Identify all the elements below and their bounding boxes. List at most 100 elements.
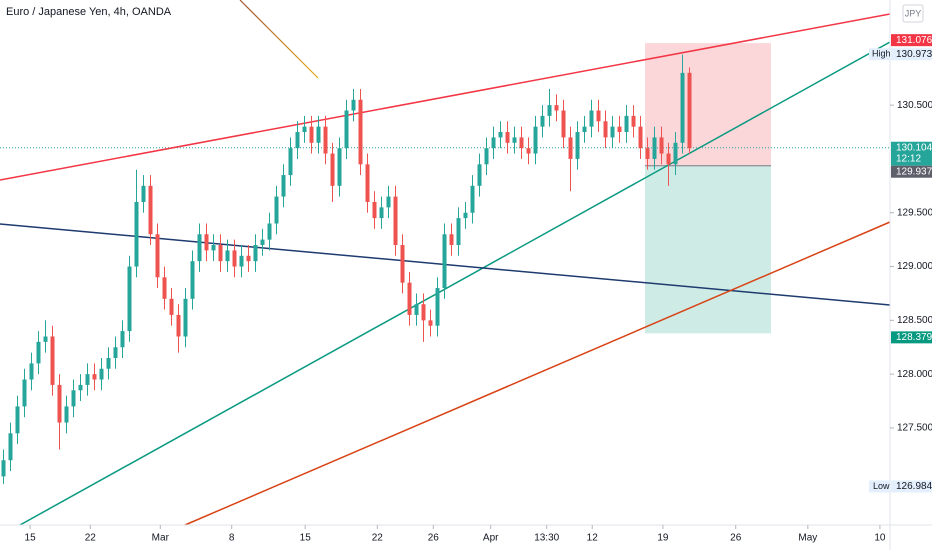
candle-body bbox=[617, 126, 622, 133]
candle-body bbox=[197, 234, 202, 262]
stop-price-bg bbox=[891, 34, 932, 47]
candle-body bbox=[309, 126, 314, 143]
candle-body bbox=[631, 115, 636, 127]
candle-body bbox=[491, 137, 496, 149]
y-tick-label: 129.000 bbox=[897, 261, 932, 272]
candle-body bbox=[43, 336, 48, 342]
candle-body bbox=[421, 304, 426, 321]
candle-body bbox=[113, 347, 118, 358]
currency[interactable]: JPY bbox=[905, 8, 922, 18]
candle-body bbox=[85, 374, 90, 385]
candle-body bbox=[15, 406, 20, 434]
candle-body bbox=[575, 132, 580, 159]
candle-body bbox=[232, 250, 237, 267]
candle-body bbox=[449, 234, 454, 246]
trend-line bbox=[239, 0, 319, 79]
trend-line bbox=[184, 221, 891, 526]
y-tick-label: 128.500 bbox=[897, 315, 932, 326]
candle-body bbox=[582, 126, 587, 133]
candle-body bbox=[64, 406, 69, 423]
candle-body bbox=[246, 255, 251, 262]
candle-body bbox=[225, 250, 230, 262]
y-tick-label: 129.500 bbox=[897, 207, 932, 218]
x-tick-label: May bbox=[798, 533, 817, 544]
candle-body bbox=[659, 137, 664, 154]
candle-body bbox=[183, 298, 188, 337]
candle-body bbox=[351, 99, 356, 111]
candle-body bbox=[680, 72, 685, 143]
candle-body bbox=[435, 288, 440, 326]
candle-body bbox=[99, 368, 104, 380]
candle-body bbox=[169, 298, 174, 315]
candle-body bbox=[624, 115, 629, 133]
candle-body bbox=[540, 115, 545, 127]
candle-body bbox=[561, 110, 566, 138]
candle-body bbox=[666, 153, 671, 165]
candle-body bbox=[141, 185, 146, 202]
high-label: High bbox=[872, 49, 891, 59]
candle-body bbox=[127, 266, 132, 332]
target-zone bbox=[645, 165, 771, 334]
target-price: 128.379 bbox=[896, 332, 932, 343]
x-tick-label: 10 bbox=[874, 533, 886, 544]
candle-body bbox=[533, 126, 538, 154]
x-tick-label: 22 bbox=[85, 533, 97, 544]
candle-body bbox=[190, 261, 195, 299]
candle-body bbox=[505, 132, 510, 143]
candle-body bbox=[218, 245, 223, 262]
candle-body bbox=[414, 304, 419, 315]
candle-body bbox=[386, 196, 391, 208]
candle-body bbox=[162, 277, 167, 299]
candle-body bbox=[29, 363, 34, 380]
x-tick-label: 26 bbox=[730, 533, 742, 544]
candle-body bbox=[372, 201, 377, 219]
low-price: 126.984 bbox=[896, 481, 932, 492]
candle-body bbox=[134, 201, 139, 267]
countdown: 12:12 bbox=[896, 153, 921, 164]
x-tick-label: 13:30 bbox=[534, 533, 559, 544]
candle-body bbox=[498, 132, 503, 138]
candle-body bbox=[568, 137, 573, 159]
stop-zone bbox=[645, 43, 771, 166]
y-tick-label: 130.500 bbox=[897, 100, 932, 111]
candle-body bbox=[610, 126, 615, 138]
currency-button[interactable] bbox=[902, 4, 924, 23]
candle-body bbox=[554, 105, 559, 111]
high-price-bg bbox=[891, 48, 932, 61]
candle-body bbox=[323, 126, 328, 154]
trend-line bbox=[19, 41, 891, 526]
candle-body bbox=[267, 223, 272, 240]
candle-body bbox=[155, 234, 160, 278]
time-axis bbox=[0, 525, 932, 550]
candle-body bbox=[596, 110, 601, 122]
candle-body bbox=[470, 185, 475, 213]
entry-price: 129.937 bbox=[896, 166, 932, 177]
x-tick-label: 26 bbox=[428, 533, 440, 544]
candle-body bbox=[477, 164, 482, 186]
candle-body bbox=[344, 110, 349, 149]
price-axis bbox=[890, 0, 932, 550]
candle-body bbox=[1, 460, 6, 477]
candle-body bbox=[36, 341, 41, 364]
entry-price-bg bbox=[891, 165, 932, 178]
candle-body bbox=[603, 121, 608, 138]
target-price-bg bbox=[891, 331, 932, 344]
trend-line bbox=[0, 13, 891, 181]
low-price-bg bbox=[891, 480, 932, 493]
high-price: 130.973 bbox=[896, 49, 932, 60]
x-tick-label: Mar bbox=[152, 533, 170, 544]
candle-body bbox=[358, 99, 363, 165]
last-price: 130.104 bbox=[896, 142, 932, 153]
candle-body bbox=[316, 126, 321, 143]
candle-body bbox=[78, 384, 83, 391]
candle-body bbox=[379, 207, 384, 219]
candle-body bbox=[687, 72, 692, 149]
candle-body bbox=[484, 148, 489, 165]
candle-body bbox=[589, 110, 594, 127]
candle-body bbox=[274, 196, 279, 224]
candle-body bbox=[260, 239, 265, 246]
candle-body bbox=[428, 320, 433, 326]
candle-body bbox=[330, 153, 335, 186]
candle-body bbox=[176, 314, 181, 337]
candle-body bbox=[281, 175, 286, 197]
